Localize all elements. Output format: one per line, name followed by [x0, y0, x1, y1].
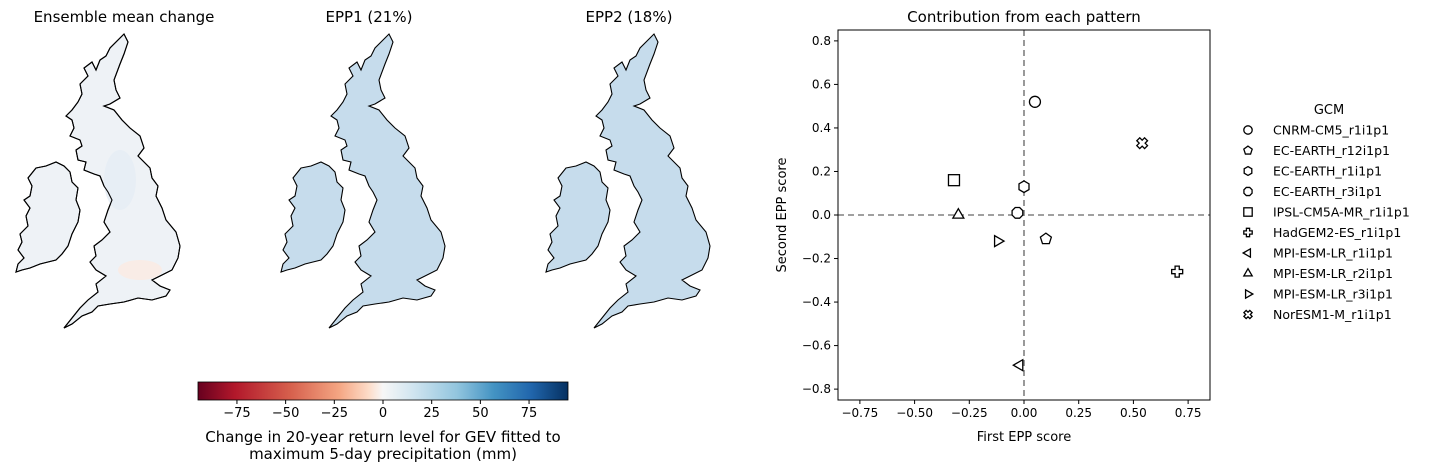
y-tick-label: 0.8 — [812, 34, 831, 48]
x-tick-label: 0.25 — [1065, 406, 1092, 420]
colorbar-gradient — [197, 381, 569, 401]
colorbar-label-line1: Change in 20-year return level for GEV f… — [205, 428, 561, 446]
legend-label: MPI-ESM-LR_r3i1p1 — [1273, 287, 1393, 302]
legend-label: HadGEM2-ES_r1i1p1 — [1273, 225, 1401, 240]
colorbar-label-line2: maximum 5-day precipitation (mm) — [249, 445, 517, 463]
x-tick-label: 0.00 — [1011, 406, 1038, 420]
x-axis-label: First EPP score — [977, 430, 1071, 445]
colorbar-tick-label: 50 — [472, 406, 489, 421]
legend-label: MPI-ESM-LR_r2i1p1 — [1273, 266, 1393, 281]
colorbar-tick-label: 75 — [521, 406, 538, 421]
legend-label: MPI-ESM-LR_r1i1p1 — [1273, 246, 1393, 261]
legend-label: NorESM1-M_r1i1p1 — [1273, 307, 1392, 322]
y-tick-label: 0.6 — [812, 77, 831, 91]
legend-label: EC-EARTH_r12i1p1 — [1273, 143, 1390, 158]
x-tick-label: −0.25 — [951, 406, 988, 420]
legend-label: IPSL-CM5A-MR_r1i1p1 — [1273, 205, 1410, 220]
legend-marker — [1243, 145, 1253, 155]
data-point — [1018, 180, 1030, 194]
x-tick-label: −0.50 — [896, 406, 933, 420]
legend-label: EC-EARTH_r3i1p1 — [1273, 184, 1382, 199]
legend-label: EC-EARTH_r1i1p1 — [1273, 164, 1382, 179]
legend-marker — [1243, 186, 1253, 197]
map-panel-epp2: EPP2 (18%) — [545, 8, 711, 329]
y-tick-label: −0.2 — [802, 252, 831, 266]
data-point — [993, 234, 1006, 248]
chart-title: Contribution from each pattern — [907, 8, 1141, 26]
colorbar-tick-label: −75 — [223, 406, 250, 421]
x-tick-label: −0.75 — [841, 406, 878, 420]
y-tick-label: −0.6 — [802, 339, 831, 353]
y-tick-label: 0.0 — [812, 208, 831, 222]
y-tick-label: 0.4 — [812, 121, 831, 135]
colorbar-tick-label: 0 — [379, 406, 387, 421]
y-tick-label: −0.4 — [802, 295, 831, 309]
legend-marker — [1243, 227, 1253, 238]
data-point — [1028, 95, 1042, 108]
colorbar-ticks: −75 −50 −25 0 25 50 75 — [223, 400, 537, 421]
colorbar-tick-label: −25 — [321, 406, 348, 421]
colorbar: −75 −50 −25 0 25 50 75 Change in 20-year retur… — [197, 381, 569, 463]
legend-label: CNRM-CM5_r1i1p1 — [1273, 123, 1389, 138]
scatter-chart: Contribution from each pattern −0.75 −0.5… — [775, 8, 1211, 445]
plot-frame — [837, 29, 1211, 401]
legend: GCM CNRM-CM5_r1i1p1 EC-EARTH_r12i1p1 EC-EA… — [1241, 103, 1410, 322]
legend-marker — [1244, 288, 1255, 300]
y-tick-label: 0.2 — [812, 164, 831, 178]
legend-items: CNRM-CM5_r1i1p1 EC-EARTH_r12i1p1 EC-EARTH_… — [1241, 123, 1410, 322]
y-tick-label: −0.8 — [802, 382, 831, 396]
colorbar-tick-label: 25 — [423, 406, 440, 421]
x-tick-label: 0.75 — [1175, 406, 1202, 420]
legend-title: GCM — [1314, 103, 1344, 118]
data-point — [1012, 358, 1024, 372]
legend-marker — [1242, 309, 1254, 320]
plot-area: −0.75 −0.50 −0.25 0.00 0.25 0.50 0.75 −0.8 −0.6 −… — [802, 30, 1210, 420]
y-axis-label: Second EPP score — [775, 158, 790, 273]
data-point — [951, 207, 965, 219]
map-patch — [104, 150, 136, 210]
data-point — [947, 174, 961, 187]
data-point — [1135, 136, 1149, 150]
legend-marker — [1241, 247, 1252, 259]
legend-marker — [1243, 125, 1253, 135]
colorbar-tick-label: −50 — [272, 406, 299, 421]
map-panel-ensemble: Ensemble mean change — [15, 8, 215, 329]
data-point — [1011, 206, 1024, 219]
data-point — [1039, 232, 1053, 245]
map-title-epp1: EPP1 (21%) — [326, 8, 413, 26]
map-patch — [118, 260, 162, 280]
legend-marker — [1243, 207, 1253, 217]
map-title-epp2: EPP2 (18%) — [586, 8, 673, 26]
map-title-ensemble: Ensemble mean change — [34, 8, 215, 26]
legend-marker — [1243, 165, 1253, 177]
x-tick-label: 0.50 — [1120, 406, 1147, 420]
data-point — [1171, 265, 1184, 278]
map-panel-epp1: EPP1 (21%) — [280, 8, 446, 329]
legend-marker — [1242, 267, 1254, 277]
